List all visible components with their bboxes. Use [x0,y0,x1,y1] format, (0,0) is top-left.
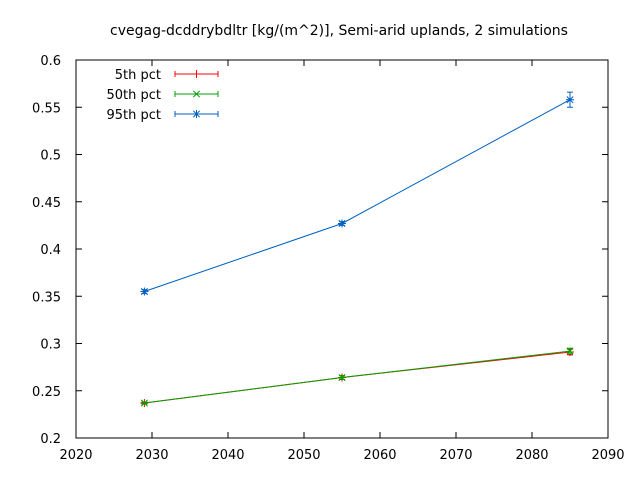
x-axis: 2020 2030 2040 2050 2060 2070 2080 2090 [59,60,625,463]
data-point [566,347,574,355]
data-point [140,287,148,296]
y-tick-label: 0.5 [40,149,61,164]
data-point [338,373,346,382]
y-tick-label: 0.2 [40,432,61,447]
y-tick-label: 0.45 [32,196,61,211]
series-line [144,99,571,292]
data-point [566,96,574,104]
legend: 5th pct 50th pct 95th pct [106,68,219,123]
x-tick-label: 2070 [439,448,472,463]
x-tick-label: 2060 [363,448,396,463]
x-tick-label: 2050 [287,448,320,463]
legend-marker [192,90,201,98]
y-tick-label: 0.4 [40,243,61,258]
x-tick-label: 2030 [135,448,168,463]
data-point [140,399,148,407]
y-tick-label: 0.35 [32,290,61,305]
series-95th-pct [140,91,574,296]
y-tick-label: 0.6 [40,54,61,69]
x-tick-label: 2020 [59,448,92,463]
legend-label: 95th pct [106,108,161,123]
series-layer [140,91,574,408]
chart-title: cvegag-dcddrybdltr [kg/(m^2)], Semi-arid… [110,23,568,39]
legend-marker [192,110,201,118]
series-5th-pct [140,348,574,408]
data-point [338,219,346,228]
y-tick-label: 0.25 [32,385,61,400]
series-line [144,350,571,404]
series-line [144,351,571,404]
x-tick-label: 2040 [211,448,244,463]
y-axis: 0.2 0.25 0.3 0.35 0.4 0.45 0.5 0.55 0.6 [32,54,608,447]
y-tick-label: 0.55 [32,101,61,116]
legend-label: 50th pct [106,88,161,103]
legend-label: 5th pct [115,68,161,83]
series-50th-pct [140,347,574,407]
x-tick-label: 2080 [515,448,548,463]
y-tick-label: 0.3 [40,338,61,353]
x-tick-label: 2090 [591,448,624,463]
